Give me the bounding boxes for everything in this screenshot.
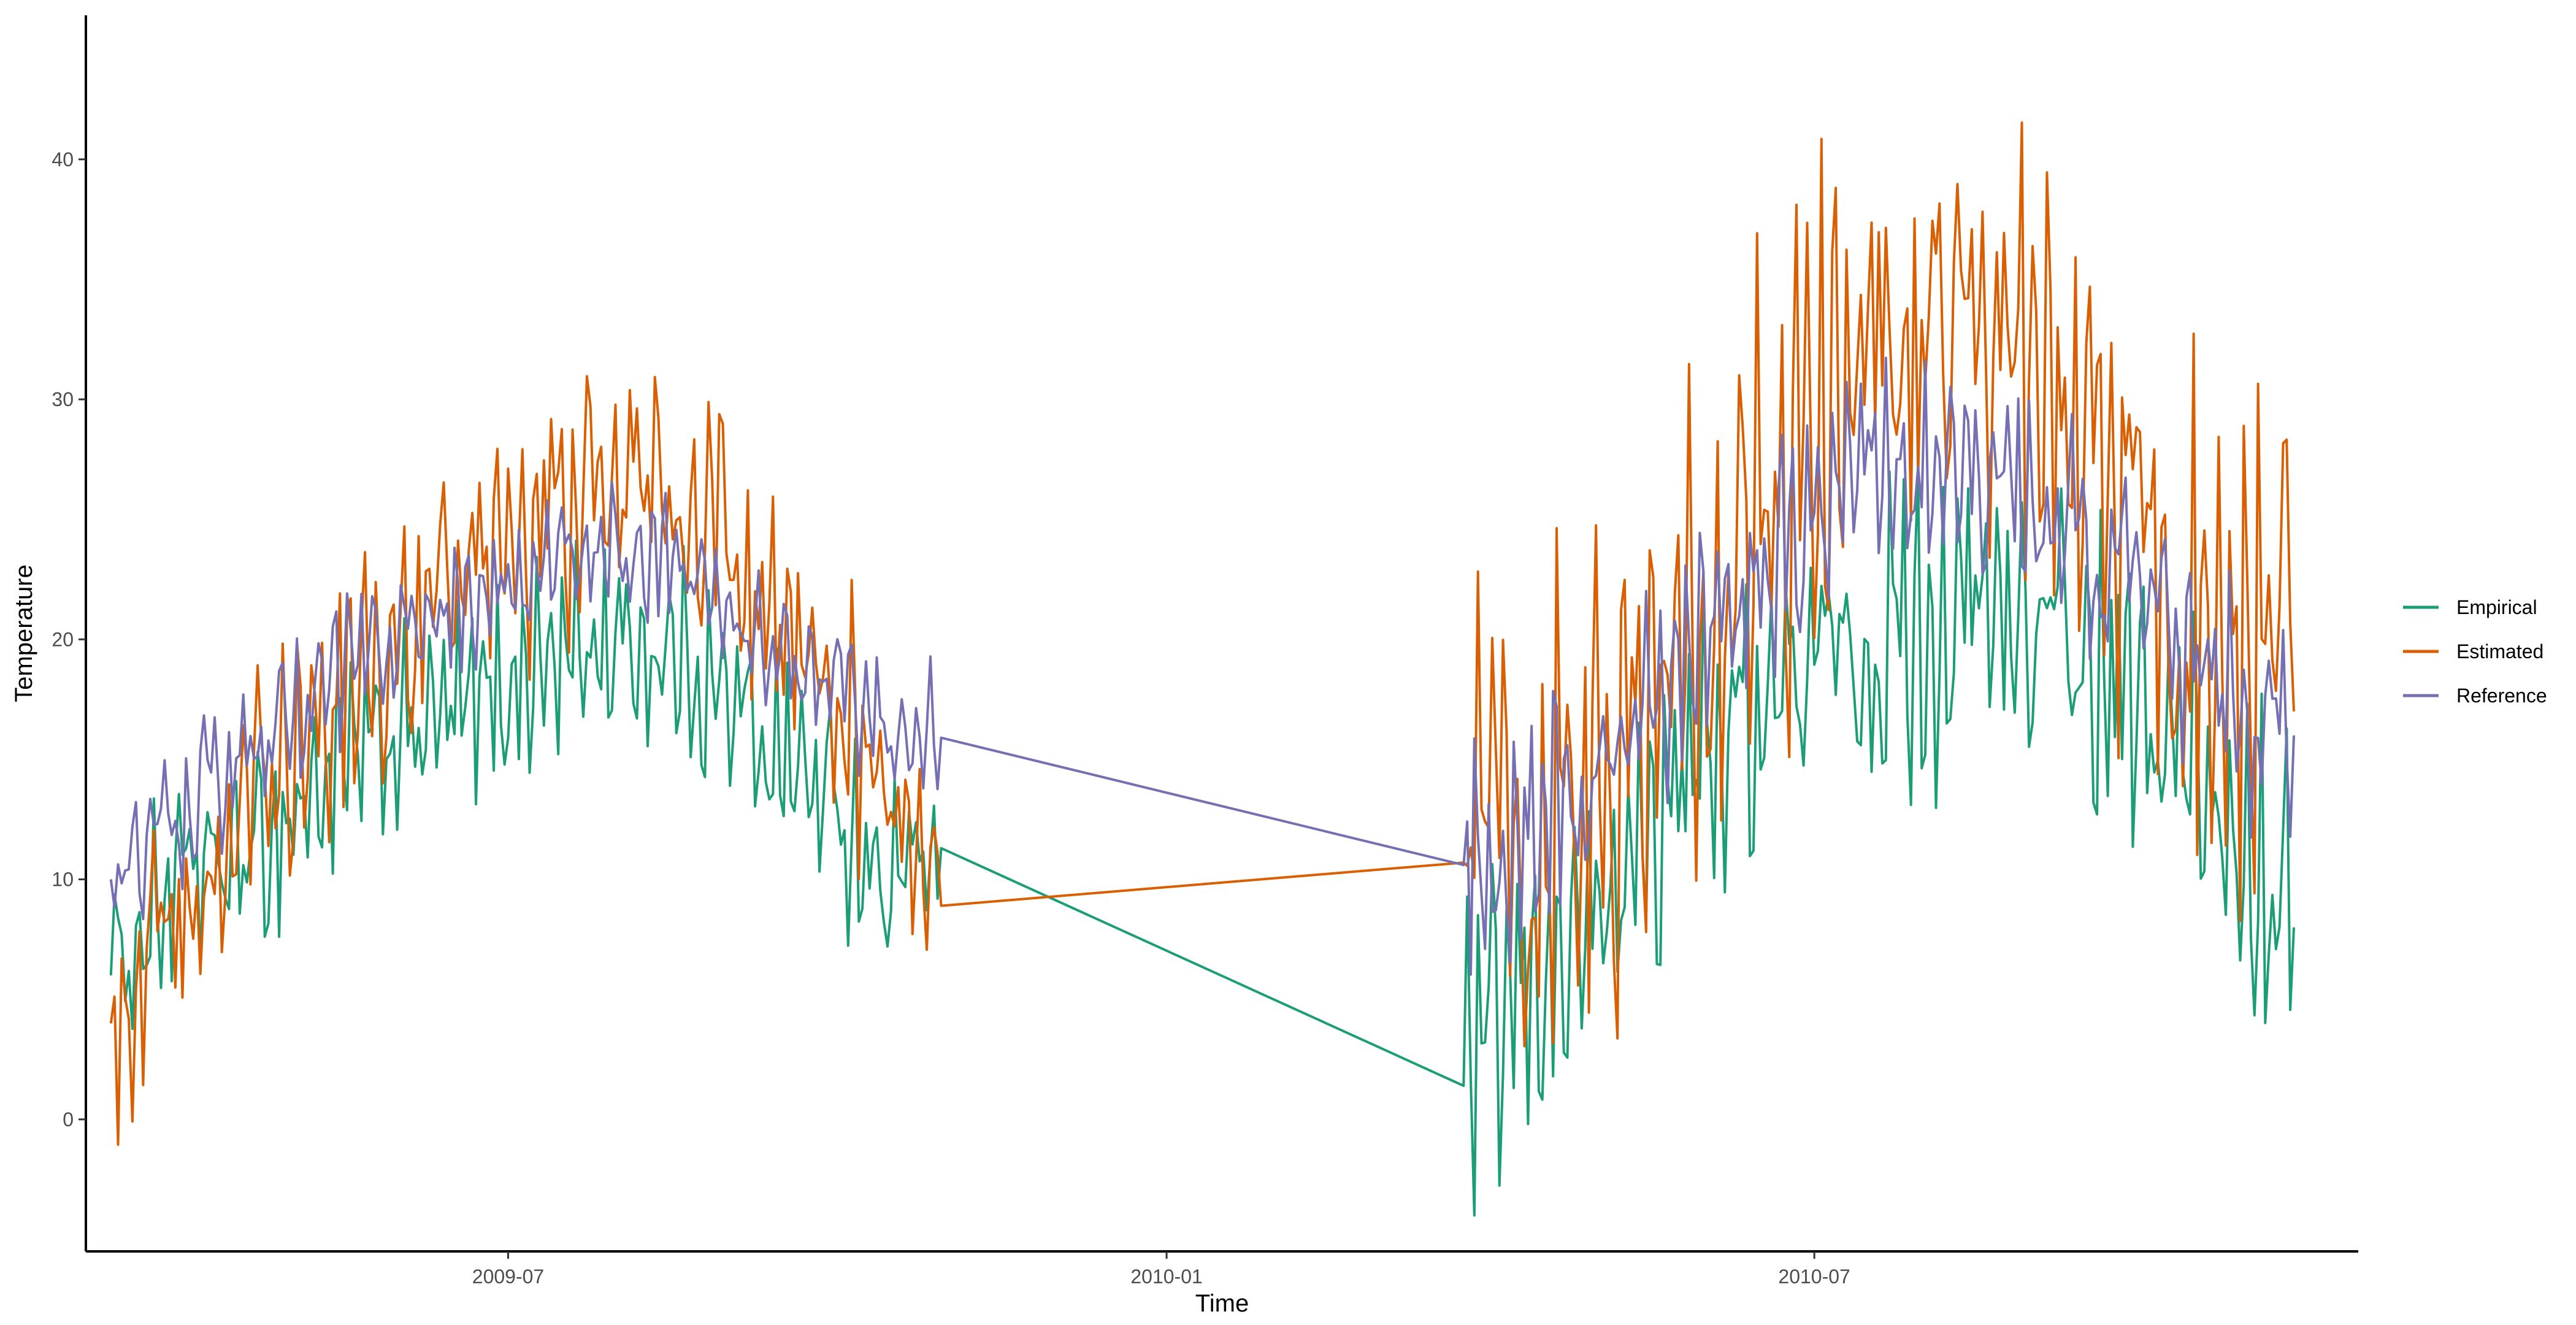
y-tick-label: 0 xyxy=(63,1108,74,1131)
legend-label-reference: Reference xyxy=(2456,685,2547,707)
legend: Empirical Estimated Reference xyxy=(2403,596,2547,707)
y-tick-label: 20 xyxy=(52,628,74,650)
y-tick-label: 10 xyxy=(52,869,74,891)
y-tick-label: 40 xyxy=(52,148,74,171)
series-line-reference xyxy=(109,356,2295,976)
y-tick-label: 30 xyxy=(52,388,74,410)
legend-label-estimated: Estimated xyxy=(2456,640,2543,662)
x-tick-label: 2010-07 xyxy=(1778,1265,1850,1288)
y-axis-ticks: 0 10 20 30 40 xyxy=(52,148,86,1131)
series-line-estimated xyxy=(109,121,2295,1146)
y-axis-title: Temperature xyxy=(10,564,37,702)
x-tick-label: 2010-01 xyxy=(1130,1265,1202,1288)
legend-label-empirical: Empirical xyxy=(2456,596,2537,618)
series-layer xyxy=(109,121,2295,1217)
x-axis-title: Time xyxy=(1195,1290,1249,1317)
x-tick-label: 2009-07 xyxy=(472,1265,544,1288)
x-axis-ticks: 2009-07 2010-01 2010-07 xyxy=(472,1251,1850,1288)
series-line-empirical xyxy=(109,470,2295,1217)
